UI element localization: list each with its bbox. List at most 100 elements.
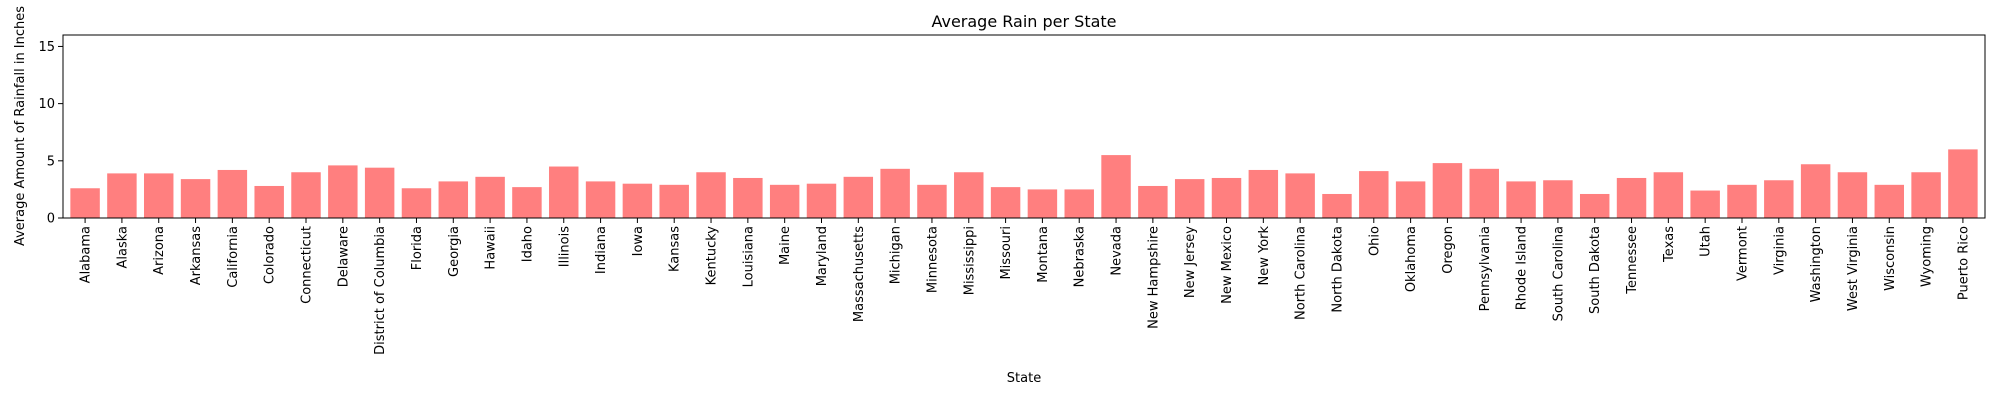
x-tick-label: Nevada [1110,226,1125,276]
bar-nevada [1101,155,1131,218]
x-tick-label: Delaware [336,226,351,287]
x-tick-label: Tennessee [1625,226,1640,295]
bar-vermont [1727,184,1757,218]
bar-hawaii [475,176,505,218]
x-tick-label: Wisconsin [1883,226,1898,291]
bar-district-of-columbia [364,167,395,218]
bar-maine [769,184,800,218]
x-tick-label: Rhode Island [1515,226,1530,310]
x-tick-label: Michigan [889,226,904,284]
bar-minnesota [917,184,947,218]
x-tick-label: Oregon [1441,226,1456,274]
x-tick-label: Pennsylvania [1478,226,1493,311]
x-tick-label: Puerto Rico [1956,226,1971,300]
bar-west-virginia [1837,172,1868,218]
bar-idaho [512,187,542,218]
plot-frame [62,34,1986,219]
bar-new-york [1248,169,1279,218]
x-tick-label: Texas [1662,226,1677,263]
x-tick-label: Nebraska [1073,226,1088,287]
x-tick-label: New Jersey [1183,226,1198,298]
x-tick-label: Wyoming [1920,226,1935,287]
x-tick-label: Arizona [152,226,167,275]
bar-kansas [659,184,689,218]
bar-arizona [144,173,174,218]
x-tick-label: Maryland [815,226,830,286]
y-tick-label: 10 [38,97,55,112]
bars-layer [70,149,1978,219]
bar-kentucky [696,172,726,218]
x-tick-label: New Hampshire [1146,226,1161,329]
x-tick-label: New Mexico [1220,226,1235,304]
x-tick-label: Hawaii [484,226,499,270]
x-tick-label: Arkansas [189,226,204,285]
bar-wyoming [1911,172,1941,218]
bar-louisiana [733,177,763,218]
x-tick-label: Florida [410,226,425,270]
x-tick-label: Connecticut [300,226,315,304]
bar-virginia [1764,180,1794,218]
x-axis-label: State [1007,371,1041,386]
bar-puerto-rico [1948,149,1978,219]
x-tick-label: Kansas [668,226,683,272]
bar-alaska [107,173,137,218]
bar-iowa [622,183,653,218]
bar-north-carolina [1285,173,1315,218]
bar-missouri [990,187,1021,218]
bar-montana [1027,189,1058,218]
x-tick-label: North Carolina [1294,226,1309,320]
x-tick-label: Montana [1036,226,1051,283]
x-tick-label: West Virginia [1846,226,1861,311]
y-tick-label: 5 [47,154,55,169]
x-tick-label: Oklahoma [1404,226,1419,292]
x-tick-label: California [226,226,241,288]
bar-massachusetts [843,176,874,218]
x-tick-label: Missouri [999,226,1014,280]
x-tick-label: Alabama [79,226,94,283]
x-tick-label: Mississippi [962,226,977,295]
bar-tennessee [1616,177,1647,218]
x-tick-label: Maine [778,226,793,265]
x-tick-label: Minnesota [925,226,940,293]
bar-south-dakota [1579,193,1610,218]
bar-pennsylvania [1469,168,1499,218]
x-tick-label: South Carolina [1551,226,1566,321]
axes-layer: 0 5 10 15 Alabama Alaska Arizona Arkansas Califo… [38,34,1986,355]
x-tick-label: Georgia [447,226,462,277]
bar-arkansas [180,179,211,218]
x-tick-label: Indiana [594,226,609,274]
x-tick-label: Iowa [631,226,646,256]
x-tick-label: Louisiana [741,226,756,287]
chart-title: Average Rain per State [931,12,1116,31]
bar-colorado [254,185,284,218]
bar-nebraska [1064,189,1094,218]
x-tick-label: Alaska [115,226,130,269]
bar-ohio [1359,171,1389,218]
x-tick-label: Virginia [1772,226,1787,275]
x-tick-label: South Dakota [1588,226,1603,314]
bar-illinois [549,166,579,218]
bar-oregon [1432,163,1463,218]
bar-georgia [438,181,469,218]
y-tick-label: 15 [38,40,55,55]
bar-connecticut [291,172,321,218]
x-tick-label: Vermont [1735,226,1750,281]
bar-utah [1690,190,1720,218]
bar-new-hampshire [1138,185,1168,218]
bar-alabama [70,188,100,218]
x-tick-label: New York [1257,226,1272,286]
x-tick-label: Illinois [557,226,572,267]
bar-maryland [806,183,837,218]
bar-indiana [585,181,616,218]
bar-new-mexico [1211,177,1242,218]
bar-texas [1653,172,1684,218]
bar-florida [401,188,432,218]
x-tick-label: Colorado [263,226,278,284]
bar-north-dakota [1322,193,1352,218]
x-tick-label: Idaho [520,226,535,262]
bar-wisconsin [1874,184,1904,218]
y-axis-label: Average Amount of Rainfall in Inches [13,6,28,246]
bar-new-jersey [1174,179,1205,218]
bar-mississippi [954,172,984,218]
